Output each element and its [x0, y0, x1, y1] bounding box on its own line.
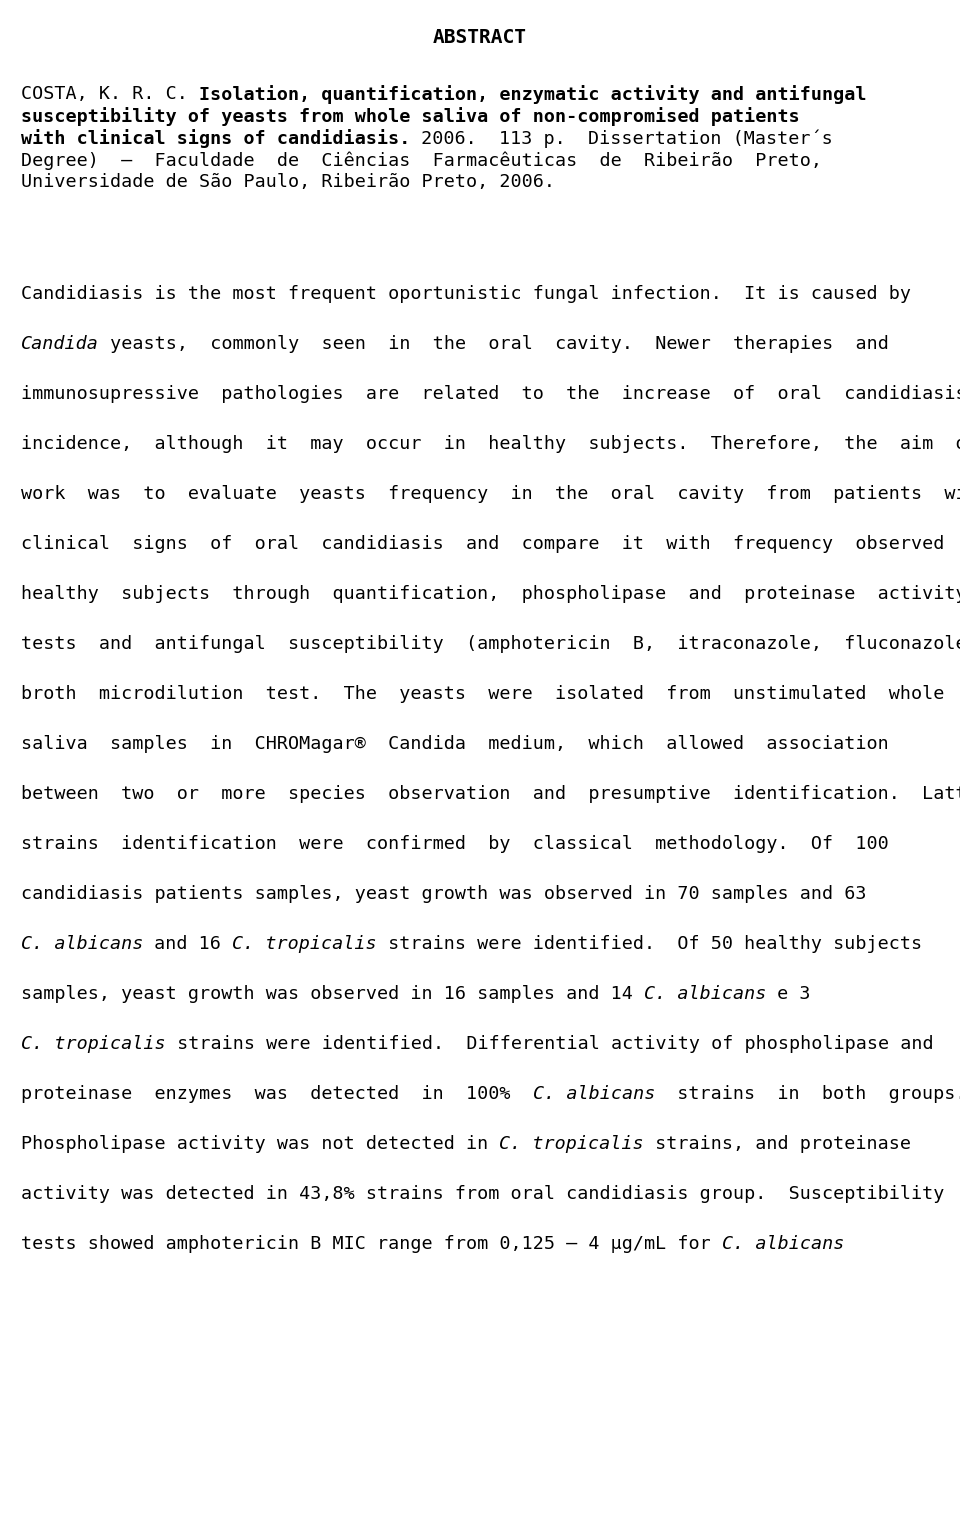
- Text: immunosupressive  pathologies  are  related  to  the  increase  of  oral  candid: immunosupressive pathologies are related…: [21, 386, 960, 402]
- Text: Candida: Candida: [21, 335, 99, 354]
- Text: yeasts,  commonly  seen  in  the  oral  cavity.  Newer  therapies  and: yeasts, commonly seen in the oral cavity…: [99, 335, 889, 354]
- Text: Candidiasis is the most frequent oportunistic fungal infection.  It is caused by: Candidiasis is the most frequent oportun…: [21, 285, 911, 304]
- Text: C. albicans: C. albicans: [533, 1085, 656, 1104]
- Text: strains, and proteinase: strains, and proteinase: [644, 1135, 911, 1154]
- Text: susceptibility of yeasts from whole saliva of non-compromised patients: susceptibility of yeasts from whole sali…: [21, 106, 800, 126]
- Text: activity was detected in 43,8% strains from oral candidiasis group.  Susceptibil: activity was detected in 43,8% strains f…: [21, 1186, 945, 1202]
- Text: e 3: e 3: [766, 985, 811, 1003]
- Text: 2006.  113 p.  Dissertation (Master´s: 2006. 113 p. Dissertation (Master´s: [411, 129, 833, 147]
- Text: Degree)  –  Faculdade  de  Ciências  Farmacêuticas  de  Ribeirão  Preto,: Degree) – Faculdade de Ciências Farmacêu…: [21, 150, 822, 170]
- Text: strains were identified.  Differential activity of phospholipase and: strains were identified. Differential ac…: [166, 1035, 933, 1053]
- Text: samples, yeast growth was observed in 16 samples and 14: samples, yeast growth was observed in 16…: [21, 985, 644, 1003]
- Text: and 16: and 16: [143, 935, 232, 953]
- Text: tests  and  antifungal  susceptibility  (amphotericin  B,  itraconazole,  flucon: tests and antifungal susceptibility (amp…: [21, 635, 960, 653]
- Text: candidiasis patients samples, yeast growth was observed in 70 samples and 63: candidiasis patients samples, yeast grow…: [21, 885, 867, 903]
- Text: C. tropicalis: C. tropicalis: [232, 935, 377, 953]
- Text: with clinical signs of candidiasis.: with clinical signs of candidiasis.: [21, 129, 411, 147]
- Text: C. tropicalis: C. tropicalis: [499, 1135, 644, 1154]
- Text: healthy  subjects  through  quantification,  phospholipase  and  proteinase  act: healthy subjects through quantification,…: [21, 584, 960, 603]
- Text: C. tropicalis: C. tropicalis: [21, 1035, 166, 1053]
- Text: C. albicans: C. albicans: [722, 1236, 845, 1252]
- Text: between  two  or  more  species  observation  and  presumptive  identification. : between two or more species observation …: [21, 785, 960, 803]
- Text: COSTA, K. R. C.: COSTA, K. R. C.: [21, 85, 199, 103]
- Text: C. albicans: C. albicans: [644, 985, 766, 1003]
- Text: proteinase  enzymes  was  detected  in  100%: proteinase enzymes was detected in 100%: [21, 1085, 533, 1104]
- Text: Isolation, quantification, enzymatic activity and antifungal: Isolation, quantification, enzymatic act…: [199, 85, 867, 105]
- Text: strains  identification  were  confirmed  by  classical  methodology.  Of  100: strains identification were confirmed by…: [21, 835, 889, 853]
- Text: Phospholipase activity was not detected in: Phospholipase activity was not detected …: [21, 1135, 499, 1154]
- Text: Universidade de São Paulo, Ribeirão Preto, 2006.: Universidade de São Paulo, Ribeirão Pret…: [21, 173, 555, 191]
- Text: tests showed amphotericin B MIC range from 0,125 – 4 μg/mL for: tests showed amphotericin B MIC range fr…: [21, 1236, 722, 1252]
- Text: C. albicans: C. albicans: [21, 935, 143, 953]
- Text: saliva  samples  in  CHROMagar®  Candida  medium,  which  allowed  association: saliva samples in CHROMagar® Candida med…: [21, 735, 889, 753]
- Text: work  was  to  evaluate  yeasts  frequency  in  the  oral  cavity  from  patient: work was to evaluate yeasts frequency in…: [21, 484, 960, 502]
- Text: strains  in  both  groups.: strains in both groups.: [656, 1085, 960, 1104]
- Text: clinical  signs  of  oral  candidiasis  and  compare  it  with  frequency  obser: clinical signs of oral candidiasis and c…: [21, 534, 960, 553]
- Text: broth  microdilution  test.  The  yeasts  were  isolated  from  unstimulated  wh: broth microdilution test. The yeasts wer…: [21, 685, 945, 703]
- Text: strains were identified.  Of 50 healthy subjects: strains were identified. Of 50 healthy s…: [377, 935, 923, 953]
- Text: ABSTRACT: ABSTRACT: [433, 27, 527, 47]
- Text: incidence,  although  it  may  occur  in  healthy  subjects.  Therefore,  the  a: incidence, although it may occur in heal…: [21, 436, 960, 452]
